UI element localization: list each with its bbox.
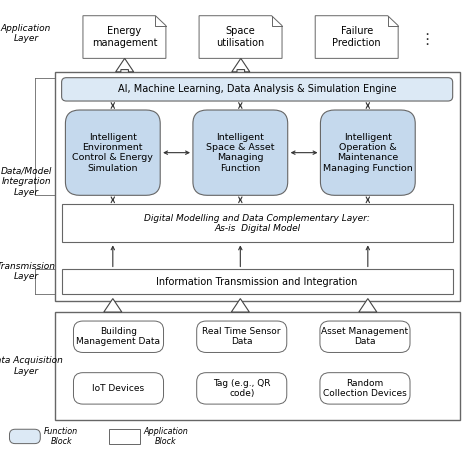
FancyBboxPatch shape bbox=[9, 429, 40, 444]
FancyBboxPatch shape bbox=[320, 321, 410, 352]
FancyBboxPatch shape bbox=[193, 110, 288, 195]
Polygon shape bbox=[359, 299, 377, 312]
FancyBboxPatch shape bbox=[73, 373, 164, 404]
Text: Failure
Prediction: Failure Prediction bbox=[332, 26, 381, 48]
Text: AI, Machine Learning, Data Analysis & Simulation Engine: AI, Machine Learning, Data Analysis & Si… bbox=[118, 84, 396, 94]
Polygon shape bbox=[83, 16, 166, 58]
FancyBboxPatch shape bbox=[73, 321, 164, 352]
FancyBboxPatch shape bbox=[197, 373, 287, 404]
Text: Digital Modelling and Data Complementary Layer:
As-is  Digital Model: Digital Modelling and Data Complementary… bbox=[144, 214, 370, 233]
Bar bbox=[109, 429, 140, 444]
Text: Information Transmission and Integration: Information Transmission and Integration bbox=[156, 277, 358, 287]
Polygon shape bbox=[104, 299, 122, 312]
Text: Intelligent
Space & Asset
Managing
Function: Intelligent Space & Asset Managing Funct… bbox=[206, 132, 274, 173]
FancyBboxPatch shape bbox=[65, 110, 160, 195]
FancyBboxPatch shape bbox=[320, 110, 415, 195]
Bar bbox=[55, 312, 460, 420]
Text: Function
Block: Function Block bbox=[44, 427, 78, 446]
Text: Real Time Sensor
Data: Real Time Sensor Data bbox=[202, 327, 281, 347]
Bar bbox=[55, 72, 460, 301]
Text: Space
utilisation: Space utilisation bbox=[217, 26, 264, 48]
Bar bbox=[62, 204, 453, 242]
Polygon shape bbox=[116, 58, 134, 72]
Bar bbox=[62, 269, 453, 294]
Polygon shape bbox=[315, 16, 398, 58]
Text: Tag (e.g., QR
code): Tag (e.g., QR code) bbox=[213, 379, 271, 398]
Text: Data/Model
Integration
Layer: Data/Model Integration Layer bbox=[0, 167, 52, 197]
Polygon shape bbox=[232, 58, 250, 72]
Text: Application
Layer: Application Layer bbox=[1, 24, 51, 44]
Polygon shape bbox=[231, 299, 249, 312]
FancyBboxPatch shape bbox=[320, 373, 410, 404]
Text: ⋮: ⋮ bbox=[419, 31, 434, 47]
FancyBboxPatch shape bbox=[197, 321, 287, 352]
Text: Transmission
Layer: Transmission Layer bbox=[0, 262, 55, 282]
Text: IoT Devices: IoT Devices bbox=[92, 384, 145, 393]
Text: Random
Collection Devices: Random Collection Devices bbox=[323, 379, 407, 398]
Text: Intelligent
Environment
Control & Energy
Simulation: Intelligent Environment Control & Energy… bbox=[73, 132, 153, 173]
Text: Application
Block: Application Block bbox=[144, 427, 189, 446]
FancyBboxPatch shape bbox=[62, 78, 453, 101]
Text: Energy
management: Energy management bbox=[91, 26, 157, 48]
Text: Building
Management Data: Building Management Data bbox=[76, 327, 161, 347]
Polygon shape bbox=[199, 16, 282, 58]
Text: Data Acquisition
Layer: Data Acquisition Layer bbox=[0, 356, 63, 376]
Text: Intelligent
Operation &
Maintenance
Managing Function: Intelligent Operation & Maintenance Mana… bbox=[323, 132, 413, 173]
Text: Asset Management
Data: Asset Management Data bbox=[321, 327, 409, 347]
